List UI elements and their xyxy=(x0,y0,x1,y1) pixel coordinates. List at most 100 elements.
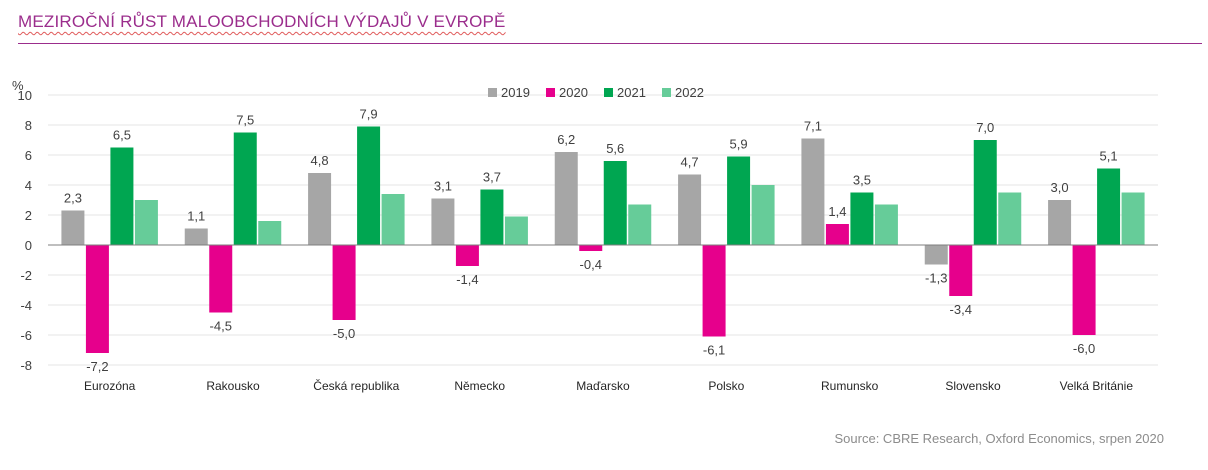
bar xyxy=(579,245,603,251)
data-label: 6,5 xyxy=(113,128,131,143)
bar xyxy=(751,185,775,245)
bar xyxy=(357,126,381,245)
y-tick-label: -6 xyxy=(20,328,32,343)
data-label: 7,1 xyxy=(804,119,822,134)
bar xyxy=(973,140,997,245)
title-divider xyxy=(18,43,1202,44)
data-label: 6,2 xyxy=(557,132,575,147)
y-tick-label: 2 xyxy=(25,208,32,223)
bar xyxy=(85,245,109,353)
data-label: 3,5 xyxy=(853,173,871,188)
bar xyxy=(381,194,405,245)
bar xyxy=(924,245,948,265)
bar xyxy=(233,132,257,245)
legend-label: 2021 xyxy=(617,85,646,100)
data-label: 1,4 xyxy=(828,204,846,219)
bar xyxy=(308,173,332,245)
legend-swatch xyxy=(662,88,671,97)
legend-label: 2019 xyxy=(501,85,530,100)
bar xyxy=(61,210,85,245)
data-label: 5,9 xyxy=(730,137,748,152)
data-label: -6,0 xyxy=(1073,341,1095,356)
bar xyxy=(209,245,233,313)
category-label: Maďarsko xyxy=(576,379,630,393)
bar xyxy=(874,204,898,245)
data-label: 4,8 xyxy=(311,153,329,168)
y-tick-label: -4 xyxy=(20,298,32,313)
category-label: Rakousko xyxy=(206,379,260,393)
legend-swatch xyxy=(546,88,555,97)
bar xyxy=(1097,168,1121,245)
data-label: 4,7 xyxy=(681,155,699,170)
data-label: -6,1 xyxy=(703,343,725,358)
bar xyxy=(801,138,825,245)
source-note: Source: CBRE Research, Oxford Economics,… xyxy=(834,431,1164,446)
data-label: 7,5 xyxy=(236,113,254,128)
bar xyxy=(554,152,578,245)
category-labels: Eurozóna Rakousko Česká republika Německo Ma… xyxy=(84,378,1133,393)
data-label: -0,4 xyxy=(580,257,602,272)
data-label: 1,1 xyxy=(187,209,205,224)
bar xyxy=(455,245,479,266)
category-label: Polsko xyxy=(708,379,744,393)
category-label: Rumunsko xyxy=(821,379,879,393)
bar xyxy=(1121,192,1145,245)
bar xyxy=(678,174,702,245)
legend-swatch xyxy=(604,88,613,97)
y-axis-unit: % xyxy=(12,78,24,93)
category-label: Německo xyxy=(454,379,505,393)
gridlines xyxy=(48,94,1158,366)
category-label: Eurozóna xyxy=(84,379,136,393)
y-tick-label: -2 xyxy=(20,268,32,283)
bar xyxy=(504,216,528,245)
data-label: 7,0 xyxy=(976,120,994,135)
category-label: Slovensko xyxy=(945,379,1001,393)
data-label: 2,3 xyxy=(64,191,82,206)
bar xyxy=(628,204,652,245)
category-label: Velká Británie xyxy=(1060,379,1134,393)
bar xyxy=(702,245,726,337)
y-tick-label: 6 xyxy=(25,148,32,163)
legend: 2019 2020 2021 2022 xyxy=(488,85,704,100)
data-label: -5,0 xyxy=(333,326,355,341)
bar xyxy=(850,192,874,245)
legend-swatch xyxy=(488,88,497,97)
bar xyxy=(603,161,627,245)
bar xyxy=(184,228,208,245)
data-label: 5,1 xyxy=(1100,149,1118,164)
data-label: 3,0 xyxy=(1051,180,1069,195)
chart-title: MEZIROČNÍ RŮST MALOOBCHODNÍCH VÝDAJŮ V E… xyxy=(18,12,506,31)
data-label: 3,7 xyxy=(483,170,501,185)
data-labels: 2,3 -7,2 6,5 1,1 -4,5 7,5 4,8 -5,0 7,9 3,1 -1,4 3,7… xyxy=(64,107,1118,375)
bar xyxy=(727,156,751,245)
data-label: -3,4 xyxy=(950,302,972,317)
legend-label: 2022 xyxy=(675,85,704,100)
y-tick-label: 0 xyxy=(25,238,32,253)
data-label: -1,4 xyxy=(456,272,478,287)
bar xyxy=(998,192,1022,245)
y-axis: 10 8 6 4 2 0 -2 -4 -6 -8 xyxy=(18,88,32,373)
data-label: 3,1 xyxy=(434,179,452,194)
bar xyxy=(134,200,158,245)
y-tick-label: 8 xyxy=(25,118,32,133)
bar xyxy=(1072,245,1096,335)
bar xyxy=(480,189,504,245)
legend-label: 2020 xyxy=(559,85,588,100)
category-label: Česká republika xyxy=(313,378,399,393)
bar xyxy=(332,245,356,320)
bar xyxy=(949,245,973,296)
bar xyxy=(1048,200,1072,245)
bar xyxy=(825,224,849,245)
data-label: 7,9 xyxy=(360,107,378,122)
data-label: -7,2 xyxy=(86,359,108,374)
data-label: -1,3 xyxy=(925,271,947,286)
bars xyxy=(61,126,1145,353)
data-label: -4,5 xyxy=(210,319,232,334)
bar xyxy=(431,198,455,245)
bar xyxy=(258,221,282,245)
y-tick-label: 4 xyxy=(25,178,32,193)
bar xyxy=(110,147,134,245)
y-tick-label: 10 xyxy=(18,88,32,103)
data-label: 5,6 xyxy=(606,141,624,156)
